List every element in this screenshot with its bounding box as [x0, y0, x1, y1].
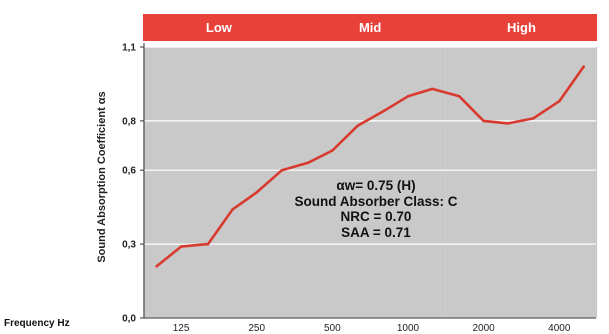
band-label-mid: Mid: [294, 14, 446, 41]
x-tick-label-4000: 4000: [548, 323, 571, 334]
x-tick-label-500: 500: [324, 323, 341, 334]
x-tick-label-1000: 1000: [397, 323, 420, 334]
absorption-line: [155, 65, 585, 268]
data-point-250: [255, 191, 259, 194]
data-point-4000: [557, 99, 561, 103]
data-point-200: [231, 208, 234, 211]
annotation-alpha-w: αw= 0.75 (H): [336, 178, 416, 193]
annotation-nrc: NRC = 0.70: [340, 209, 412, 224]
data-point-160: [206, 242, 210, 246]
data-point-3150: [531, 117, 535, 120]
y-tick-label-4: 1,1: [122, 43, 136, 54]
data-point-400: [306, 161, 310, 165]
x-tick-label-250: 250: [248, 323, 265, 334]
data-point-5000: [582, 65, 585, 69]
annotation-saa: SAA = 0.71: [341, 224, 411, 240]
data-point-1250: [431, 87, 434, 91]
data-point-2000: [482, 119, 485, 123]
x-axis-title: Frequency Hz: [4, 318, 70, 329]
y-tick-label-0: 0,0: [122, 314, 136, 325]
y-tick-label-1: 0,3: [122, 240, 136, 251]
data-point-2500: [506, 122, 510, 125]
data-point-315: [280, 168, 284, 172]
band-label-high: High: [445, 14, 598, 41]
data-point-800: [382, 109, 385, 113]
annotation-block: αw= 0.75 (H) Sound Absorber Class: C NRC…: [256, 178, 496, 240]
data-point-500: [331, 149, 334, 152]
y-tick-label-2: 0,6: [122, 166, 136, 177]
x-tick-label-125: 125: [173, 323, 190, 334]
data-point-1000: [406, 94, 410, 98]
y-tick-label-3: 0,8: [122, 116, 136, 127]
band-high: [445, 47, 598, 318]
data-point-125: [179, 245, 183, 248]
data-point-630: [356, 124, 359, 128]
x-tick-label-2000: 2000: [473, 323, 496, 334]
data-point-1600: [457, 94, 461, 98]
y-axis-title: Sound Absorption Coefficient αs: [96, 91, 108, 263]
band-label-low: Low: [143, 14, 295, 41]
data-point-100: [155, 264, 159, 268]
annotation-absorber-class: Sound Absorber Class: C: [294, 193, 458, 209]
